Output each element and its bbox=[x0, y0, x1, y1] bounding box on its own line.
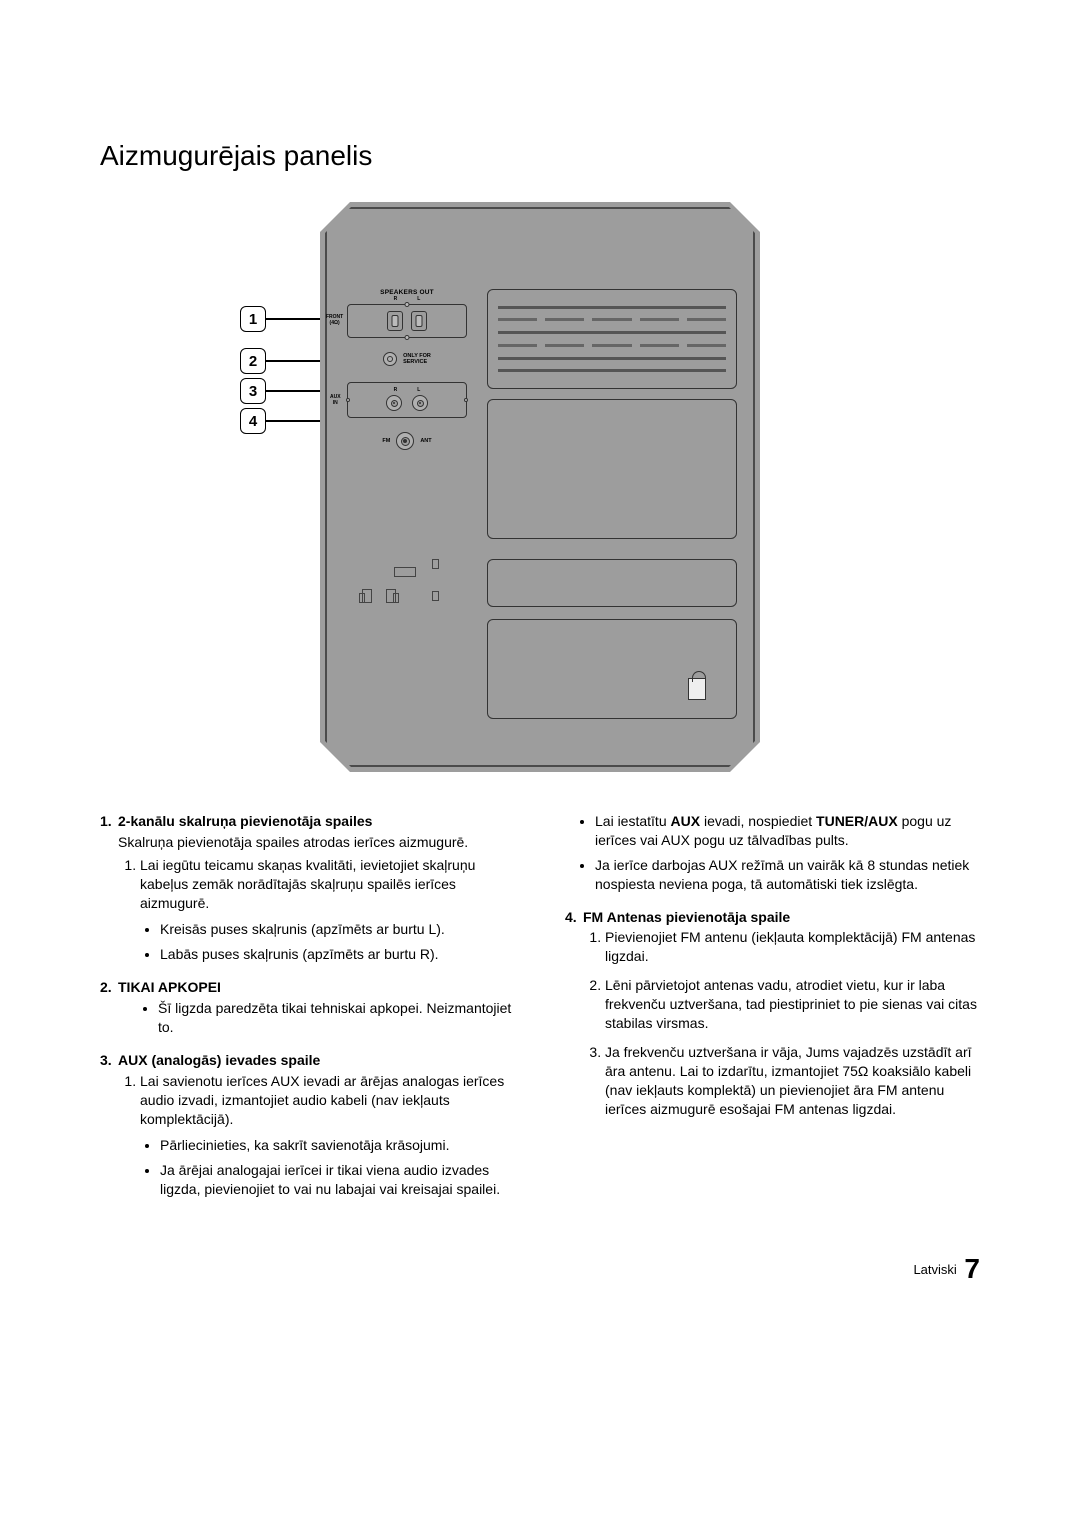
front-ohm-label: FRONT (4Ω) bbox=[326, 315, 343, 326]
vent-panel bbox=[487, 289, 737, 389]
screw-icon bbox=[405, 335, 410, 340]
section-2-bullet-1: Šī ligzda paredzēta tikai tehniskai apko… bbox=[158, 999, 515, 1037]
section-1-step-1-text: Lai iegūtu teicamu skaņas kvalitāti, iev… bbox=[140, 857, 475, 911]
section-4-step-3: Ja frekvenču uztveršana ir vāja, Jums va… bbox=[605, 1043, 980, 1119]
blank-panel-1 bbox=[487, 399, 737, 539]
section-4-num: 4. bbox=[565, 908, 583, 927]
rb1-aux-bold: AUX bbox=[671, 813, 701, 829]
blank-panel-3 bbox=[487, 619, 737, 719]
section-3-step-1: Lai savienotu ierīces AUX ievadi ar ārēj… bbox=[140, 1072, 515, 1199]
label-l: L bbox=[417, 387, 420, 393]
section-1-bullet-2: Labās puses skaļrunis (apzīmēts ar burtu… bbox=[160, 945, 515, 964]
port-tiny-icon bbox=[432, 559, 439, 569]
section-3: 3.AUX (analogās) ievades spaile Lai savi… bbox=[100, 1051, 515, 1199]
right-bullet-1: Lai iestatītu AUX ievadi, nospiediet TUN… bbox=[595, 812, 980, 850]
misc-ports bbox=[362, 589, 396, 603]
section-1-desc: Skalruņa pievienotāja spailes atrodas ie… bbox=[118, 833, 515, 852]
screw-icon bbox=[346, 398, 350, 402]
section-4-step-2: Lēni pārvietojot antenas vadu, atrodiet … bbox=[605, 976, 980, 1033]
section-3-title: AUX (analogās) ievades spaile bbox=[118, 1052, 320, 1068]
section-2-title: TIKAI APKOPEI bbox=[118, 979, 221, 995]
section-1: 1.2-kanālu skalruņa pievienotāja spailes… bbox=[100, 812, 515, 964]
aux-jack-l bbox=[412, 395, 428, 411]
section-3-bullet-2: Ja ārējai analogajai ierīcei ir tikai vi… bbox=[160, 1161, 515, 1199]
rb1-part-a: Lai iestatītu bbox=[595, 813, 671, 829]
aux-in-label: AUX IN bbox=[330, 395, 341, 406]
section-3-num: 3. bbox=[100, 1051, 118, 1070]
device-body: SPEAKERS OUT R L FRONT (4Ω) bbox=[320, 202, 760, 772]
aux-in-row: AUX IN R L bbox=[347, 382, 467, 418]
section-1-title: 2-kanālu skalruņa pievienotāja spailes bbox=[118, 813, 372, 829]
screw-icon bbox=[464, 398, 468, 402]
section-4: 4.FM Antenas pievienotāja spaile Pievien… bbox=[565, 908, 980, 1119]
speaker-terminals: FRONT (4Ω) bbox=[347, 304, 467, 338]
port-rect-icon bbox=[394, 567, 416, 577]
label-l: L bbox=[417, 296, 420, 302]
section-2: 2.TIKAI APKOPEI Šī ligzda paredzēta tika… bbox=[100, 978, 515, 1037]
fm-label: FM bbox=[382, 438, 390, 444]
speaker-socket-r bbox=[387, 311, 403, 331]
lock-icon bbox=[688, 678, 706, 700]
section-2-num: 2. bbox=[100, 978, 118, 997]
right-column: Lai iestatītu AUX ievadi, nospiediet TUN… bbox=[565, 812, 980, 1213]
connectors-area: SPEAKERS OUT R L FRONT (4Ω) bbox=[347, 289, 467, 450]
rear-panel-diagram: 1 2 3 4 bbox=[100, 202, 980, 772]
speakers-out-label: SPEAKERS OUT bbox=[347, 289, 467, 296]
callout-1-num: 1 bbox=[249, 311, 257, 328]
label-r: R bbox=[394, 387, 398, 393]
service-label: ONLY FOR SERVICE bbox=[403, 353, 431, 365]
section-4-title: FM Antenas pievienotāja spaile bbox=[583, 909, 790, 925]
rb1-tuner-bold: TUNER/AUX bbox=[816, 813, 898, 829]
ant-label: ANT bbox=[420, 438, 431, 444]
section-1-bullet-1: Kreisās puses skaļrunis (apzīmēts ar bur… bbox=[160, 920, 515, 939]
callout-4-num: 4 bbox=[249, 413, 257, 430]
right-bullet-2: Ja ierīce darbojas AUX režīmā un vairāk … bbox=[595, 856, 980, 894]
fm-jack bbox=[396, 432, 414, 450]
speaker-socket-l bbox=[411, 311, 427, 331]
footer-page-number: 7 bbox=[964, 1253, 980, 1284]
label-r: R bbox=[394, 296, 398, 302]
rb1-part-b: ievadi, nospiediet bbox=[700, 813, 816, 829]
fm-row: FM ANT bbox=[347, 432, 467, 450]
left-column: 1.2-kanālu skalruņa pievienotāja spailes… bbox=[100, 812, 515, 1213]
section-4-step-1: Pievienojiet FM antenu (iekļauta komplek… bbox=[605, 928, 980, 966]
blank-panel-2 bbox=[487, 559, 737, 607]
callout-2-num: 2 bbox=[249, 353, 257, 370]
port-jack-icon bbox=[386, 589, 396, 603]
section-3-step-1-text: Lai savienotu ierīces AUX ievadi ar ārēj… bbox=[140, 1073, 504, 1127]
section-1-step-1: Lai iegūtu teicamu skaņas kvalitāti, iev… bbox=[140, 856, 515, 964]
section-3-bullet-1: Pārliecinieties, ka sakrīt savienotāja k… bbox=[160, 1136, 515, 1155]
service-jack bbox=[383, 352, 397, 366]
footer-lang: Latviski bbox=[913, 1262, 956, 1277]
service-jack-row: ONLY FOR SERVICE bbox=[347, 352, 467, 366]
page-title: Aizmugurējais panelis bbox=[100, 140, 980, 172]
section-1-num: 1. bbox=[100, 812, 118, 831]
port-tiny-icon bbox=[432, 591, 439, 601]
callout-3-num: 3 bbox=[249, 383, 257, 400]
port-jack-icon bbox=[362, 589, 372, 603]
screw-icon bbox=[405, 302, 410, 307]
page-footer: Latviski 7 bbox=[100, 1253, 980, 1285]
aux-jack-r bbox=[386, 395, 402, 411]
